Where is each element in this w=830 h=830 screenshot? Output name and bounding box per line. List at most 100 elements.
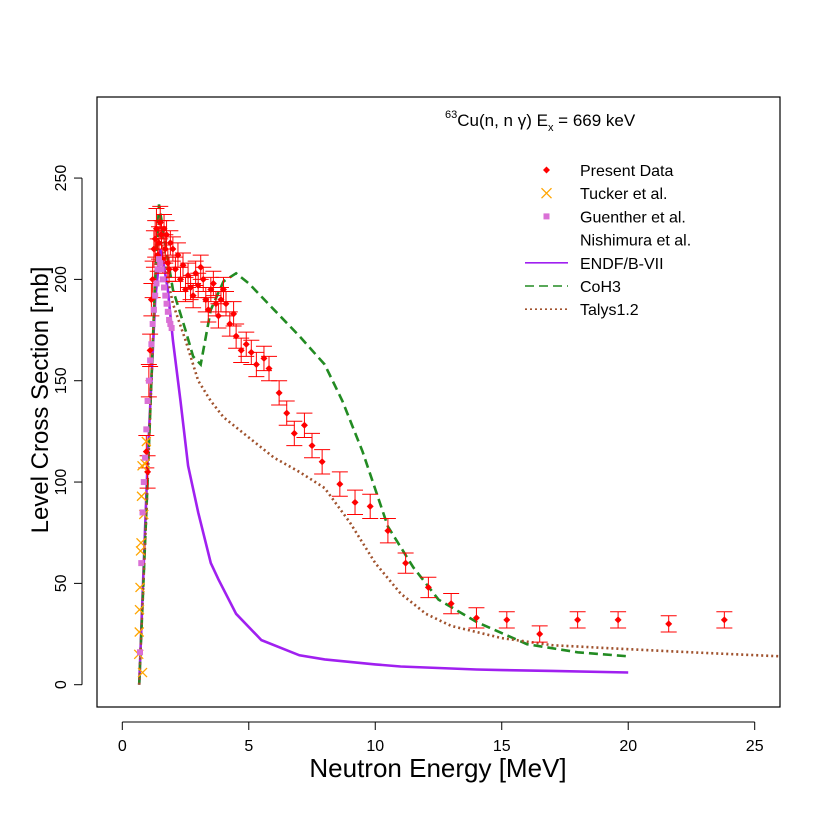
data-point <box>384 527 392 535</box>
data-point <box>614 616 622 624</box>
data-point <box>137 460 147 471</box>
y-tick-label: 100 <box>53 469 70 496</box>
data-point <box>204 306 212 314</box>
data-point <box>447 600 455 608</box>
data-point <box>166 316 173 323</box>
legend-label: Guenther et al. <box>580 209 686 226</box>
data-point <box>543 166 550 174</box>
chart-title-superscript: 63 <box>445 109 457 121</box>
data-point <box>503 616 511 624</box>
data-point <box>159 276 166 283</box>
x-tick-label: 15 <box>493 738 511 755</box>
y-tick-label: 250 <box>53 165 70 192</box>
data-point <box>300 421 308 429</box>
data-point <box>209 279 217 287</box>
data-point <box>157 260 164 267</box>
x-axis: 0 5 10 15 20 25 <box>118 721 764 755</box>
y-axis: 0 50 100 150 200 250 <box>53 165 83 689</box>
data-point <box>150 306 157 313</box>
data-point <box>134 604 145 615</box>
legend-label: ENDF/B-VII <box>580 256 664 273</box>
data-point <box>158 266 165 273</box>
data-point <box>720 616 728 624</box>
legend-label: Talys1.2 <box>580 302 639 319</box>
data-point <box>164 308 171 315</box>
data-point <box>543 213 550 220</box>
data-point <box>136 537 146 548</box>
data-point <box>265 365 273 373</box>
data-point <box>136 491 147 502</box>
legend-label: Nishimura et al. <box>580 233 691 250</box>
data-point <box>149 320 156 327</box>
data-point <box>162 292 169 299</box>
data-point <box>135 545 146 556</box>
data-point <box>154 266 161 273</box>
data-point <box>472 614 480 622</box>
data-point <box>275 389 283 397</box>
data-point <box>168 325 175 332</box>
data-point <box>140 458 151 469</box>
data-point <box>308 442 316 450</box>
plot-area <box>133 204 780 685</box>
data-point <box>155 256 162 263</box>
data-point <box>242 340 250 348</box>
x-tick-label: 10 <box>366 738 384 755</box>
data-point <box>135 582 145 593</box>
chart-title-suffix: = 669 keV <box>553 111 635 130</box>
legend-label: CoH3 <box>580 279 621 296</box>
data-point <box>137 667 148 678</box>
data-point <box>283 409 291 417</box>
data-point <box>536 630 544 638</box>
y-tick-label: 0 <box>53 680 70 689</box>
data-point <box>146 346 154 354</box>
data-point <box>237 346 245 354</box>
data-point <box>163 300 170 307</box>
y-tick-label: 200 <box>53 266 70 293</box>
data-point <box>252 361 260 369</box>
data-point <box>318 458 326 466</box>
plot-frame <box>96 96 781 708</box>
data-point <box>138 560 145 567</box>
data-point <box>142 448 150 456</box>
data-point <box>230 310 238 318</box>
legend: Present Data Tucker et al. Guenther et al.… <box>525 163 691 319</box>
data-point <box>152 292 159 299</box>
data-point <box>351 498 359 506</box>
chart-title-subscript: x <box>548 122 554 134</box>
data-point <box>143 426 150 433</box>
x-tick-label: 0 <box>118 738 127 755</box>
data-point <box>402 559 410 567</box>
data-point <box>167 320 174 327</box>
data-point <box>336 480 344 488</box>
data-point <box>134 627 145 637</box>
data-point <box>144 397 151 404</box>
x-tick-label: 25 <box>746 738 764 755</box>
data-marks <box>133 204 780 685</box>
data-point <box>574 616 582 624</box>
chart-title: 63Cu(n, n γ) Ex = 669 keV <box>445 109 636 134</box>
data-point <box>153 280 160 287</box>
data-point <box>145 377 152 384</box>
data-point <box>290 429 298 437</box>
y-tick-label: 150 <box>53 367 70 394</box>
data-point <box>148 341 155 348</box>
data-point <box>665 620 673 628</box>
data-point <box>140 479 147 486</box>
x-axis-label: Neutron Energy [MeV] <box>309 753 566 783</box>
data-point <box>141 436 152 447</box>
series-line <box>137 248 629 685</box>
x-tick-label: 5 <box>244 738 253 755</box>
data-point <box>142 454 149 461</box>
data-point <box>139 509 146 516</box>
y-tick-label: 50 <box>53 574 70 592</box>
chart-title-main: Cu(n, n γ) E <box>457 111 548 130</box>
y-axis-label: Level Cross Section [mb] <box>27 267 54 534</box>
x-tick-label: 20 <box>619 738 637 755</box>
data-point <box>424 583 432 591</box>
legend-label: Present Data <box>580 163 673 180</box>
legend-label: Tucker et al. <box>580 186 667 203</box>
data-point <box>366 502 374 510</box>
data-point <box>161 284 168 291</box>
